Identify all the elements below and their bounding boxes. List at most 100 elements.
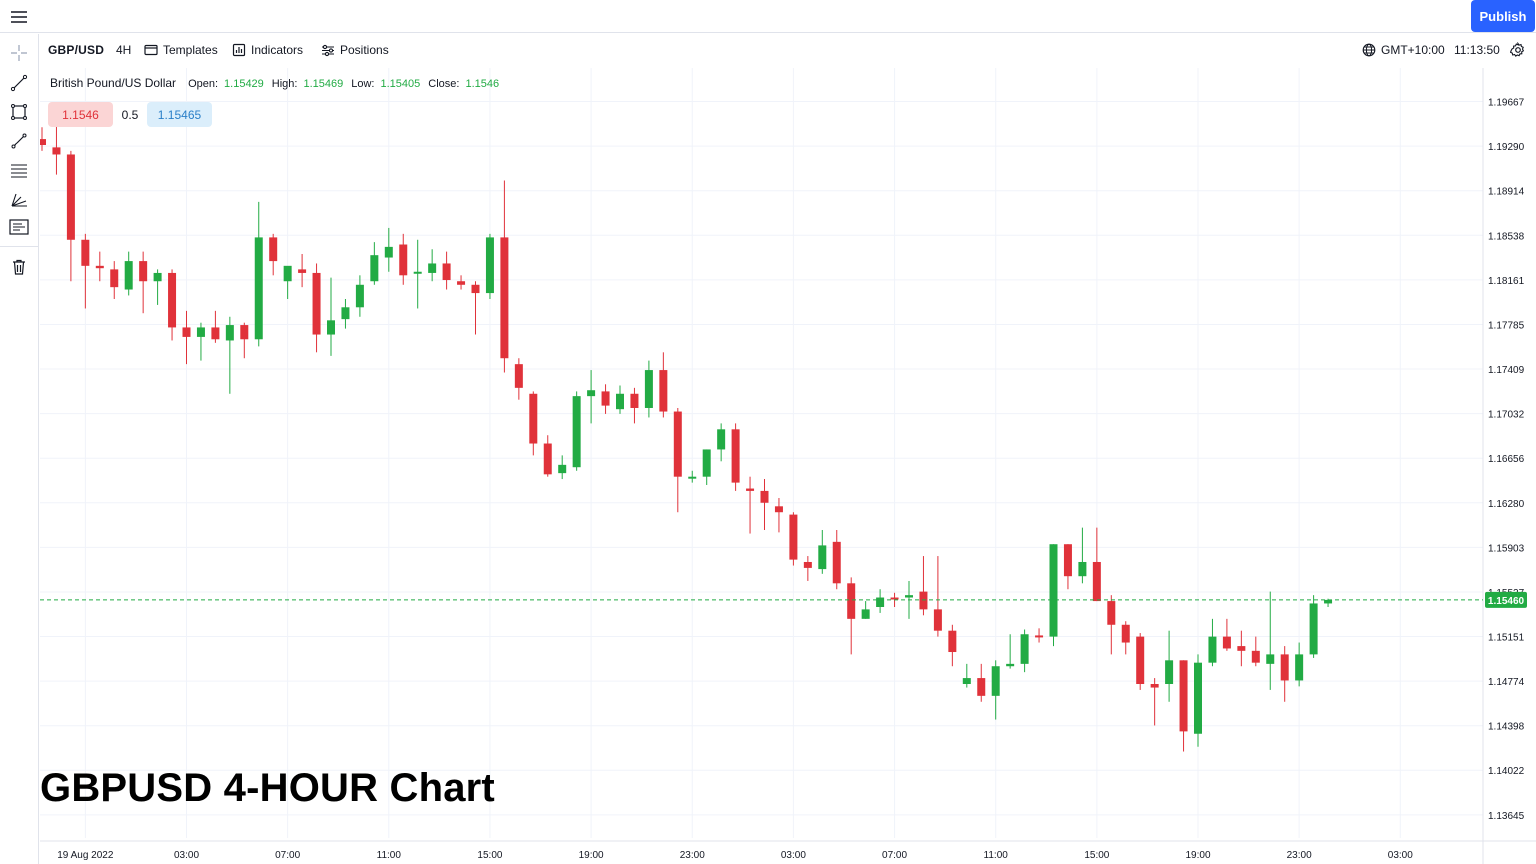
current-price-badge	[1485, 591, 1527, 608]
fib-levels-icon[interactable]	[8, 159, 30, 181]
gear-icon[interactable]	[1510, 42, 1526, 58]
positions-icon	[321, 44, 335, 57]
templates-label: Templates	[163, 43, 218, 57]
x-tick-label: 19 Aug 2022	[57, 850, 114, 861]
candle-body-down	[312, 272, 321, 335]
y-tick-label: 1.17409	[1488, 365, 1525, 376]
candle-body-down	[1150, 684, 1159, 688]
candle-body-down	[803, 561, 812, 568]
x-tick-label: 03:00	[781, 850, 806, 861]
trash-icon[interactable]	[8, 256, 30, 278]
candle-body-up	[861, 609, 870, 619]
candle-body-down	[40, 139, 46, 145]
candle-body-down	[471, 284, 480, 294]
candle-body-down	[1121, 624, 1130, 643]
x-tick-label: 11:00	[984, 850, 1009, 861]
symbol-legend: British Pound/US Dollar Open: 1.15429 Hi…	[50, 76, 501, 90]
top-bar: Publish	[0, 0, 1536, 33]
candle-body-down	[66, 154, 75, 240]
candle-body-down	[110, 269, 119, 288]
candle-body-down	[514, 364, 523, 388]
positions-button[interactable]: Positions	[321, 43, 389, 57]
candle-body-up	[153, 272, 162, 282]
candle-body-down	[529, 393, 538, 444]
y-tick-label: 1.16280	[1488, 499, 1525, 510]
candle-body-down	[933, 609, 942, 631]
candle-body-up	[1309, 603, 1318, 655]
sell-price-button[interactable]: 1.1546	[48, 102, 113, 127]
x-tick-label: 07:00	[275, 850, 300, 861]
candle-body-down	[52, 147, 61, 155]
candle-body-up	[413, 271, 422, 274]
candle-body-down	[760, 490, 769, 503]
crosshair-icon[interactable]	[8, 42, 30, 64]
templates-button[interactable]: Templates	[144, 43, 218, 57]
candle-body-up	[905, 595, 913, 598]
candle-body-up	[283, 265, 292, 282]
candle-body-down	[1179, 660, 1188, 732]
x-tick-label: 03:00	[174, 850, 199, 861]
candle-body-down	[182, 327, 191, 337]
candle-body-up	[702, 449, 711, 477]
templates-icon	[144, 44, 158, 56]
low-value: 1.15405	[380, 78, 421, 90]
candle-body-up	[1165, 660, 1174, 684]
y-tick-label: 1.19290	[1488, 142, 1525, 153]
candle-body-down	[81, 239, 90, 266]
interval-selector[interactable]: 4H	[116, 43, 132, 57]
y-tick-label: 1.18914	[1488, 187, 1525, 198]
brush-icon[interactable]	[8, 130, 30, 152]
candle-body-up	[428, 263, 437, 273]
symbol-selector[interactable]: GBP/USD	[48, 43, 105, 57]
trend-line-icon[interactable]	[8, 72, 30, 94]
candle-body-down	[442, 263, 451, 281]
candle-body-up	[1208, 636, 1217, 663]
indicators-label: Indicators	[251, 43, 304, 57]
candle-body-up	[558, 464, 567, 474]
candle-body-down	[543, 443, 552, 475]
y-tick-label: 1.17785	[1488, 320, 1525, 331]
buy-price-button[interactable]: 1.15465	[147, 102, 212, 127]
indicators-icon	[232, 43, 246, 57]
x-tick-label: 19:00	[1185, 850, 1210, 861]
candle-body-up	[355, 284, 364, 308]
candle-body-down	[1107, 601, 1116, 625]
x-tick-label: 15:00	[1084, 850, 1109, 861]
candlestick-chart[interactable]: 1.19667 1.19290 1.18914 1.18538 1.18161 1.177…	[40, 68, 1536, 864]
candle-body-up	[1295, 654, 1304, 681]
candle-body-up	[1006, 663, 1015, 667]
y-tick-label: 1.19667	[1488, 98, 1525, 109]
candle-body-up	[644, 370, 653, 408]
timezone-selector[interactable]: GMT+10:00	[1362, 43, 1445, 57]
publish-button[interactable]: Publish	[1471, 0, 1535, 32]
current-price-label: 1.15460	[1488, 596, 1525, 607]
candle-body-down	[630, 393, 639, 408]
x-tick-label: 15:00	[477, 850, 502, 861]
candle-body-down	[977, 678, 986, 696]
candle-body-down	[95, 265, 104, 269]
symbol-name: British Pound/US Dollar	[50, 76, 177, 90]
x-tick-label: 07:00	[882, 850, 907, 861]
globe-icon	[1362, 43, 1376, 57]
candle-body-up	[572, 396, 581, 468]
indicators-button[interactable]: Indicators	[232, 43, 303, 57]
candle-body-down	[948, 630, 957, 653]
candle-body-down	[1222, 636, 1231, 649]
y-tick-label: 1.15903	[1488, 543, 1525, 554]
chart-overlay-title: GBPUSD 4-HOUR Chart	[40, 766, 495, 810]
candle-body-up	[818, 545, 827, 570]
candle-body-down	[601, 391, 610, 406]
candle-body-up	[991, 666, 1000, 696]
candle-body-down	[1280, 654, 1289, 681]
candle-body-up	[485, 237, 494, 294]
pitchfork-icon[interactable]	[8, 188, 30, 210]
candle-body-down	[269, 237, 278, 262]
text-note-icon[interactable]	[8, 216, 30, 238]
hamburger-menu-icon[interactable]	[8, 6, 30, 28]
rectangle-icon[interactable]	[8, 101, 30, 123]
positions-label: Positions	[340, 43, 389, 57]
timezone-label: GMT+10:00	[1381, 43, 1445, 57]
candle-body-up	[1266, 654, 1275, 664]
toolbar-divider	[0, 246, 39, 247]
